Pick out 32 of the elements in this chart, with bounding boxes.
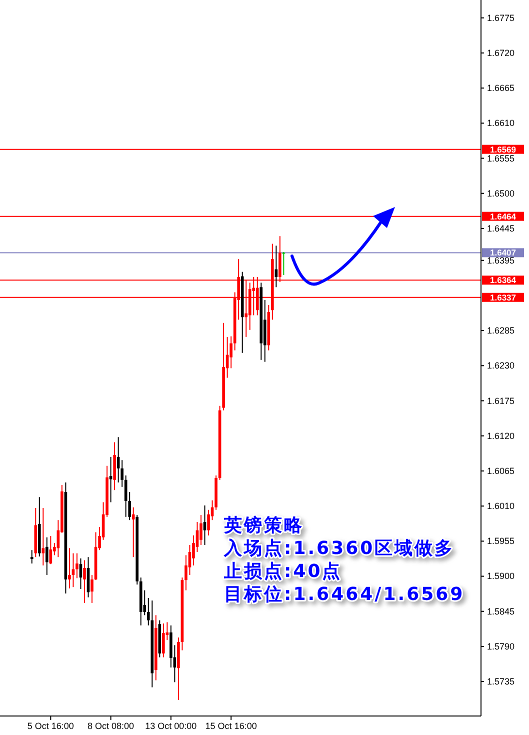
y-tick-label: 1.5845 [487,606,515,616]
y-tick-label: 1.5955 [487,536,515,546]
y-tick-label: 1.6775 [487,12,515,23]
y-tick-label: 1.6285 [487,326,515,336]
annotation: 入场点:1.6360区域做多 [223,538,455,559]
ref-line-label: 1.6364 [490,275,516,286]
y-tick-label: 1.6395 [487,255,515,266]
y-tick-label: 1.6230 [487,360,515,371]
ref-line-label: 1.6569 [490,144,516,154]
y-tick-label: 1.6120 [487,430,515,441]
annotation: 目标位:1.6464/1.6569 [224,584,465,605]
y-tick-label: 1.6010 [487,501,515,512]
annotation: 止损点:40点 [223,561,342,582]
y-tick-label: 1.6665 [487,83,515,94]
y-tick-label: 1.6175 [487,396,515,406]
x-tick-label: 8 Oct 08:00 [88,721,134,731]
y-tick-label: 1.6720 [487,48,515,58]
y-tick-label: 1.6065 [487,466,515,476]
annotation: 英镑策略 [223,515,304,536]
ref-line-label: 1.6337 [490,292,516,302]
ref-line-label: 1.6464 [490,211,516,222]
x-tick-label: 5 Oct 16:00 [27,721,74,731]
y-tick-label: 1.5900 [487,571,515,582]
x-tick-label: 15 Oct 16:00 [205,721,257,731]
y-tick-label: 1.5735 [487,676,515,687]
y-tick-label: 1.6555 [487,153,515,164]
y-tick-label: 1.6445 [487,223,515,234]
ref-line-label: 1.6407 [490,248,516,258]
y-tick-label: 1.6610 [487,118,515,128]
x-tick-label: 13 Oct 00:00 [145,721,197,731]
y-tick-label: 1.5790 [487,641,515,652]
y-tick-label: 1.6500 [487,188,515,198]
